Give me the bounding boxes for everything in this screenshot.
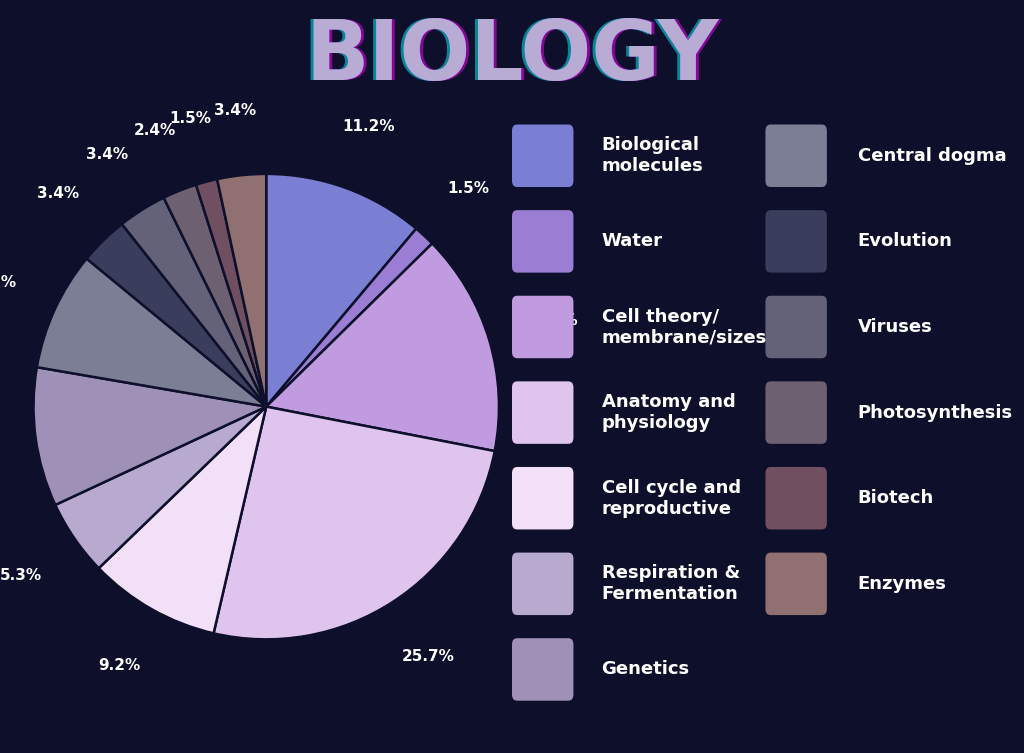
Text: 25.7%: 25.7% (401, 649, 455, 664)
Wedge shape (122, 198, 266, 407)
Text: Enzymes: Enzymes (858, 575, 946, 593)
Text: Viruses: Viruses (858, 318, 932, 336)
Text: Genetics: Genetics (602, 660, 690, 678)
Text: 3.4%: 3.4% (86, 147, 128, 162)
Text: 1.5%: 1.5% (447, 181, 489, 196)
Text: Respiration &
Fermentation: Respiration & Fermentation (602, 565, 740, 603)
Wedge shape (266, 243, 499, 451)
Text: BIOLOGY: BIOLOGY (305, 16, 719, 97)
FancyBboxPatch shape (512, 210, 573, 273)
FancyBboxPatch shape (766, 210, 827, 273)
FancyBboxPatch shape (766, 124, 827, 187)
Text: Evolution: Evolution (858, 233, 952, 251)
Text: Central dogma: Central dogma (858, 147, 1007, 165)
FancyBboxPatch shape (512, 381, 573, 444)
Wedge shape (55, 407, 266, 569)
Wedge shape (98, 407, 266, 633)
Wedge shape (266, 174, 416, 407)
Text: 3.4%: 3.4% (214, 103, 256, 118)
FancyBboxPatch shape (512, 639, 573, 701)
Text: BIOLOGY: BIOLOGY (302, 16, 716, 97)
FancyBboxPatch shape (766, 467, 827, 529)
Wedge shape (164, 184, 266, 407)
FancyBboxPatch shape (766, 381, 827, 444)
Text: Anatomy and
physiology: Anatomy and physiology (602, 393, 735, 432)
Text: 2.4%: 2.4% (134, 123, 176, 138)
Wedge shape (266, 229, 432, 407)
FancyBboxPatch shape (766, 553, 827, 615)
Text: BIOLOGY: BIOLOGY (305, 16, 719, 97)
FancyBboxPatch shape (512, 467, 573, 529)
Text: 9.2%: 9.2% (98, 658, 140, 673)
Text: 11.2%: 11.2% (342, 119, 394, 134)
FancyBboxPatch shape (512, 553, 573, 615)
Wedge shape (34, 367, 266, 505)
Text: Biotech: Biotech (858, 489, 934, 508)
FancyBboxPatch shape (766, 296, 827, 358)
Text: 1.5%: 1.5% (169, 111, 211, 127)
Text: Cell cycle and
reproductive: Cell cycle and reproductive (602, 479, 740, 517)
FancyBboxPatch shape (512, 296, 573, 358)
Text: Biological
molecules: Biological molecules (602, 136, 703, 175)
Text: 8.3%: 8.3% (0, 275, 16, 290)
Wedge shape (196, 179, 266, 407)
Wedge shape (217, 174, 266, 407)
FancyBboxPatch shape (512, 124, 573, 187)
Text: BIOLOGY: BIOLOGY (305, 16, 719, 97)
Text: Photosynthesis: Photosynthesis (858, 404, 1013, 422)
Text: 3.4%: 3.4% (37, 186, 79, 201)
Wedge shape (37, 258, 266, 407)
Wedge shape (87, 224, 266, 407)
Wedge shape (214, 407, 495, 639)
Text: 15.5%: 15.5% (525, 313, 578, 328)
Text: 5.3%: 5.3% (0, 568, 42, 583)
Text: Cell theory/
membrane/sizes: Cell theory/ membrane/sizes (602, 307, 767, 346)
Text: BIOLOGY: BIOLOGY (308, 16, 722, 97)
Text: Water: Water (602, 233, 663, 251)
